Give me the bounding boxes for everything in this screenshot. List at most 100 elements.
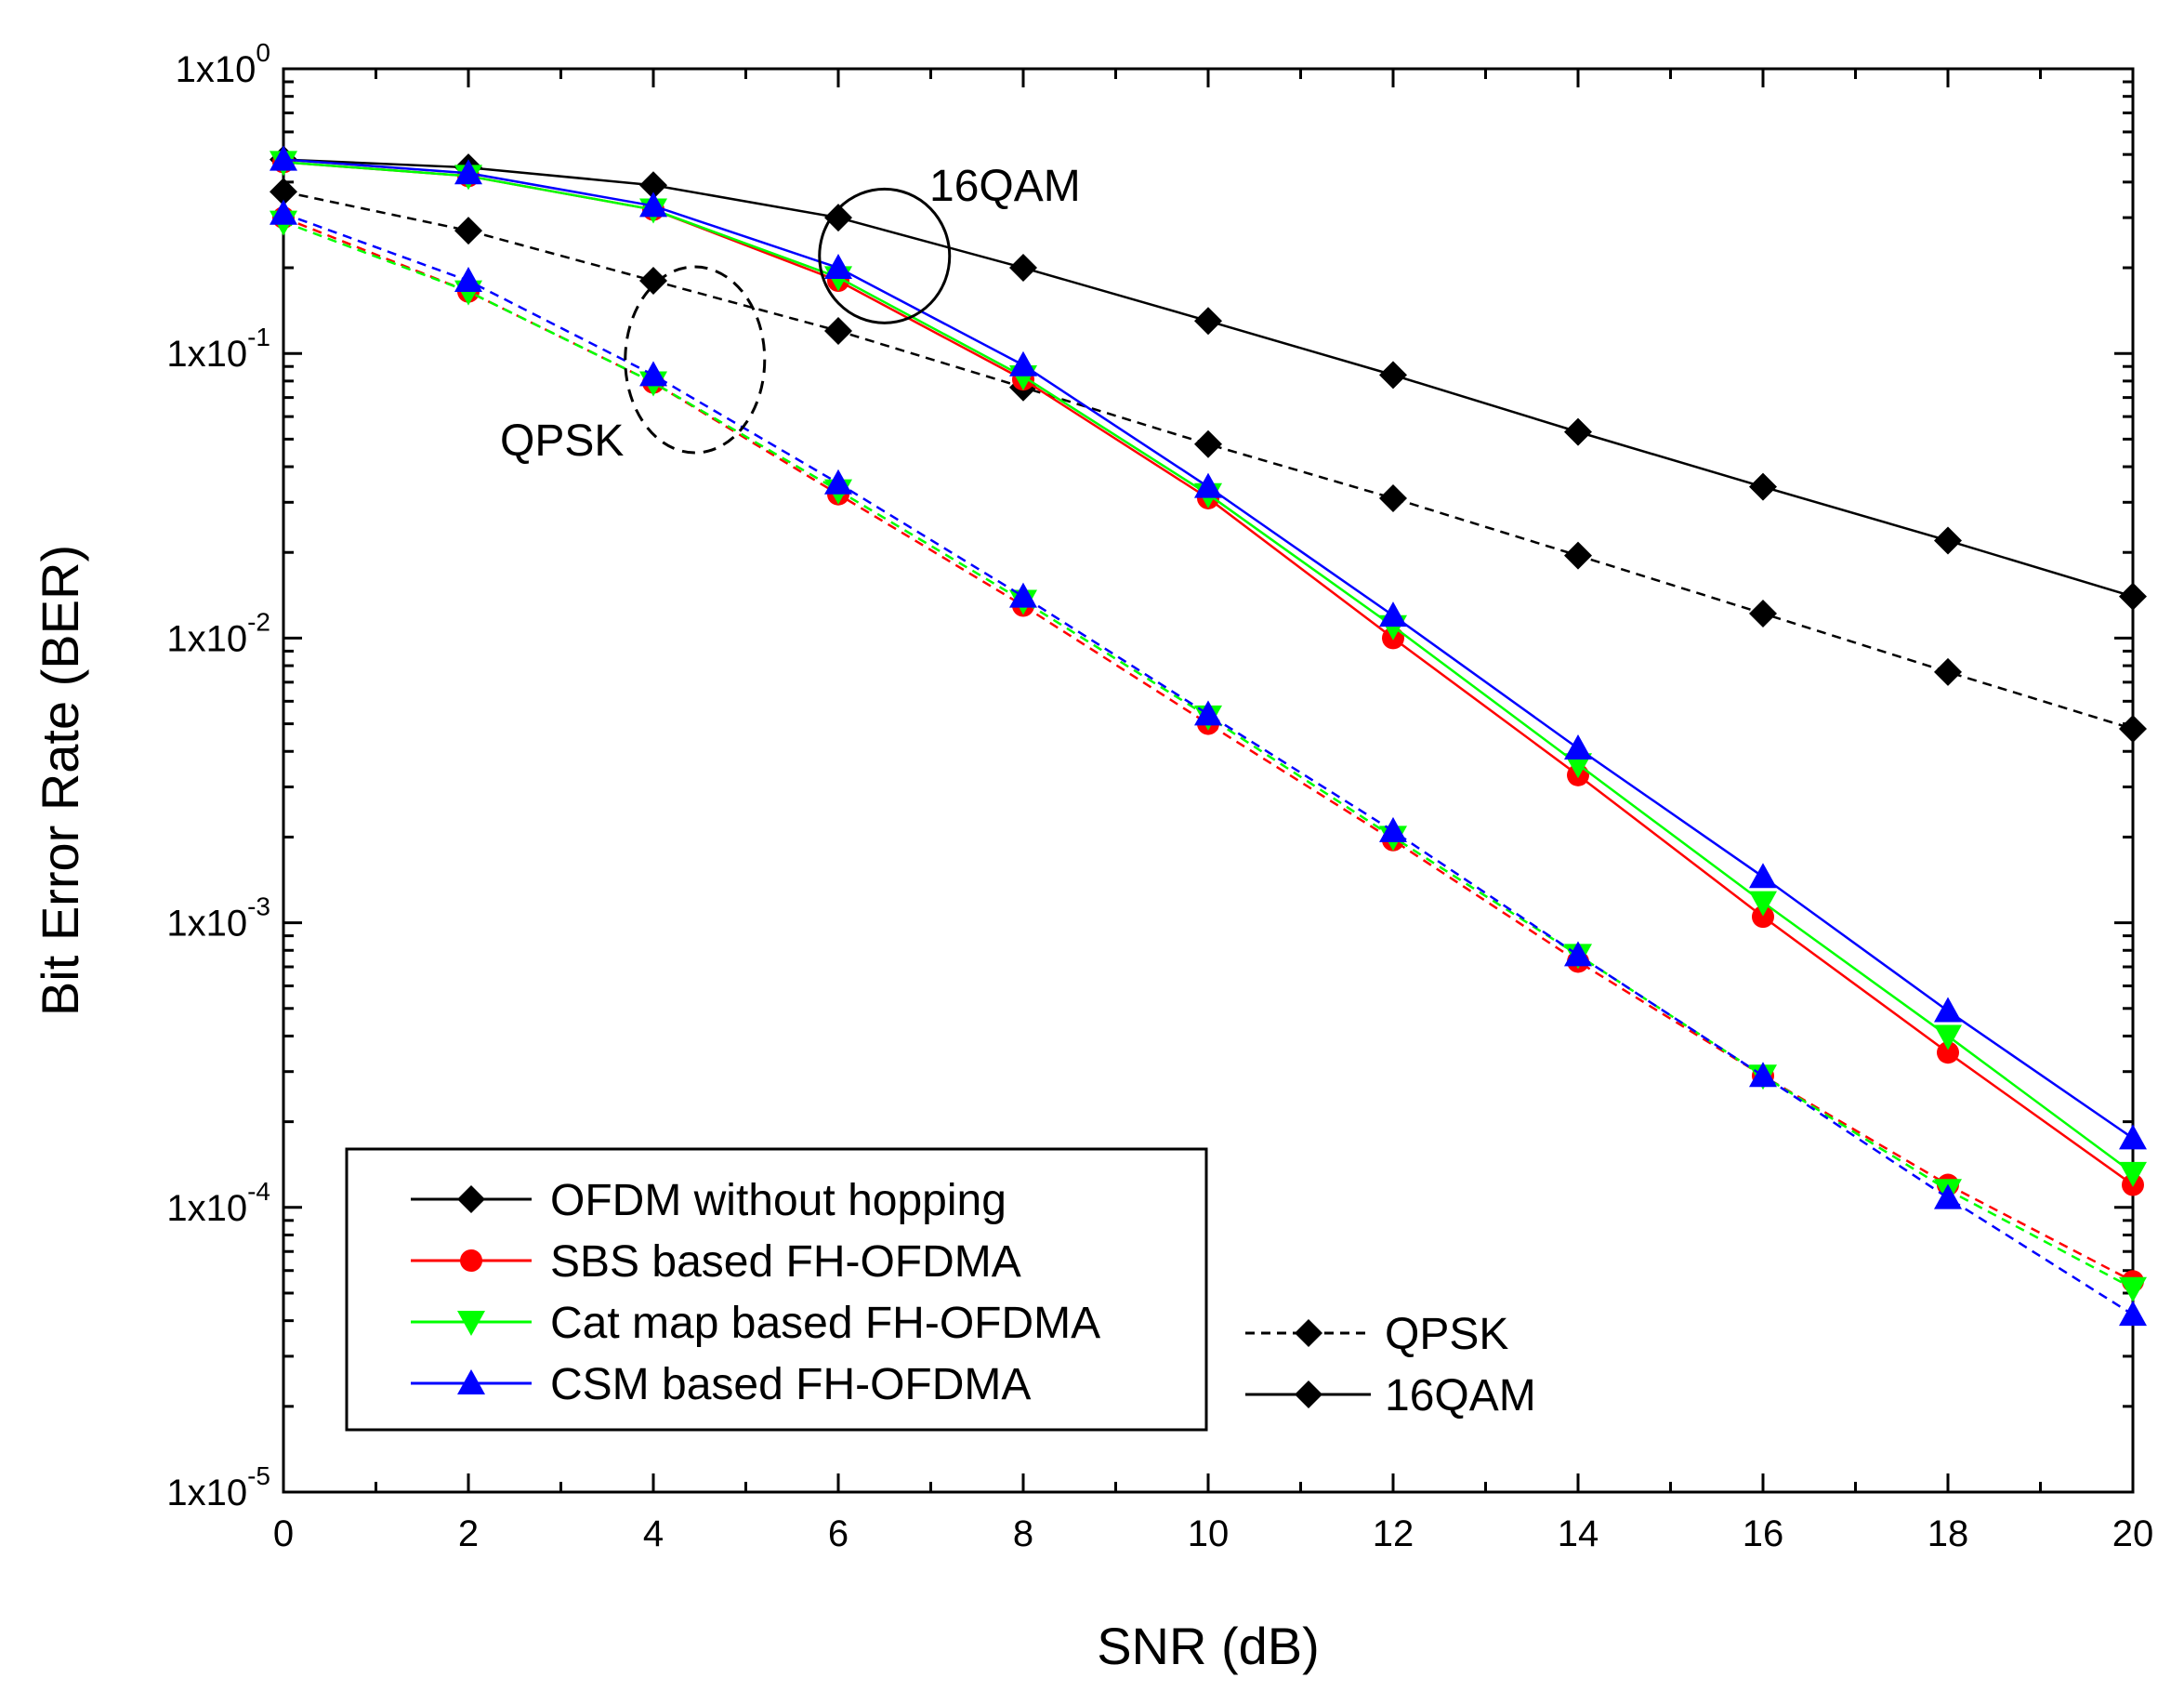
- data-point: [2119, 715, 2147, 744]
- y-tick-label: 1x10-1: [166, 323, 270, 375]
- x-tick-label: 16: [1743, 1513, 1784, 1554]
- annotation-ellipse-qpsk: [624, 265, 767, 455]
- legend-label: OFDM without hopping: [550, 1176, 1006, 1225]
- data-point: [1009, 350, 1037, 377]
- series-line: [283, 212, 2134, 1316]
- y-tick-base: 1x10: [166, 904, 247, 945]
- y-tick-base: 1x10: [166, 334, 247, 375]
- y-tick-exponent: -5: [247, 1461, 270, 1490]
- legend-marker: [457, 1185, 485, 1213]
- legend-marker: [460, 1249, 482, 1272]
- x-tick-label: 18: [1927, 1513, 1969, 1554]
- legend: OFDM without hopping SBS based FH-OFDMA Ca…: [345, 1147, 1208, 1432]
- legend-marker: [457, 1311, 485, 1336]
- data-point: [1564, 733, 1592, 760]
- legend-label: SBS based FH-OFDMA: [550, 1237, 1021, 1287]
- y-tick-exponent: 0: [256, 38, 270, 67]
- style-legend-entry: QPSK: [1245, 1310, 1508, 1359]
- data-point: [1379, 483, 1407, 512]
- data-point: [454, 217, 482, 245]
- data-point: [1749, 472, 1777, 501]
- data-point: [1564, 541, 1592, 570]
- y-tick-label: 1x10-5: [166, 1461, 270, 1513]
- data-point: [2119, 582, 2147, 611]
- data-point: [270, 199, 297, 225]
- data-point: [1934, 997, 1962, 1023]
- data-point: [1379, 361, 1407, 390]
- legend-entry: SBS based FH-OFDMA: [411, 1237, 1021, 1287]
- data-point: [1934, 1024, 1962, 1050]
- legend-entry: Cat map based FH-OFDMA: [411, 1299, 1100, 1348]
- data-point: [1934, 526, 1962, 555]
- data-point: [1379, 601, 1407, 628]
- style-legend-marker: [1295, 1381, 1322, 1408]
- line-style-legend: QPSK 16QAM: [1245, 1310, 1536, 1420]
- data-point: [824, 204, 852, 232]
- style-legend-label: QPSK: [1385, 1310, 1508, 1359]
- y-tick-exponent: -2: [247, 607, 270, 636]
- data-point: [824, 316, 852, 345]
- data-point: [824, 254, 852, 280]
- y-tick-base: 1x10: [176, 49, 257, 90]
- axes: 0 2 4 6 8 10 12 14 16 18 201x1001x10-11x10-21x10-3…: [31, 38, 2153, 1675]
- x-axis-title: SNR (dB): [1097, 1617, 1320, 1675]
- series-line: [283, 190, 2134, 731]
- annotation-label-16qam: 16QAM: [929, 162, 1081, 211]
- data-point: [2119, 1276, 2147, 1302]
- annotation-label-qpsk: QPSK: [500, 416, 624, 466]
- data-point: [1752, 905, 1774, 929]
- y-tick-exponent: -4: [247, 1177, 270, 1206]
- style-legend-entry: 16QAM: [1245, 1371, 1536, 1420]
- x-tick-label: 6: [828, 1513, 849, 1554]
- x-tick-label: 20: [2112, 1513, 2154, 1554]
- data-point: [639, 171, 667, 200]
- y-axis-title: Bit Error Rate (BER): [31, 545, 89, 1016]
- data-point: [1564, 417, 1592, 446]
- data-point: [1749, 863, 1777, 889]
- style-legend-marker: [1295, 1319, 1322, 1347]
- x-tick-label: 8: [1013, 1513, 1033, 1554]
- data-point: [1934, 657, 1962, 686]
- y-tick-base: 1x10: [166, 1188, 247, 1229]
- data-point: [270, 178, 297, 206]
- legend-entry: CSM based FH-OFDMA: [411, 1360, 1031, 1409]
- y-tick-exponent: -3: [247, 892, 270, 921]
- data-point: [1194, 307, 1222, 336]
- legend-label: Cat map based FH-OFDMA: [550, 1299, 1100, 1348]
- data-point: [270, 145, 297, 171]
- data-point: [639, 192, 667, 218]
- y-tick-label: 1x10-4: [166, 1177, 270, 1229]
- y-tick-label: 1x10-2: [166, 607, 270, 659]
- data-point: [1934, 1183, 1962, 1209]
- data-point: [2119, 1161, 2147, 1187]
- data-point: [1749, 1062, 1777, 1088]
- legend-marker: [457, 1369, 485, 1394]
- data-point: [1564, 753, 1592, 779]
- y-tick-base: 1x10: [166, 1473, 247, 1513]
- data-point: [2119, 1124, 2147, 1150]
- x-tick-label: 14: [1558, 1513, 1599, 1554]
- x-tick-label: 4: [643, 1513, 664, 1554]
- y-tick-exponent: -1: [247, 323, 270, 351]
- x-tick-label: 12: [1373, 1513, 1414, 1554]
- legend-entry: OFDM without hopping: [411, 1176, 1006, 1225]
- x-tick-label: 2: [458, 1513, 479, 1554]
- data-point: [1749, 891, 1777, 917]
- data-point: [1194, 429, 1222, 458]
- legend-label: CSM based FH-OFDMA: [550, 1360, 1031, 1409]
- series-triangle-up-16qam: [270, 145, 2147, 1150]
- data-point: [1379, 816, 1407, 842]
- data-point: [639, 267, 667, 296]
- data-point: [824, 469, 852, 495]
- style-legend-label: 16QAM: [1385, 1371, 1536, 1420]
- series-triangle-up-qpsk: [270, 199, 2147, 1327]
- data-point: [1937, 1041, 1959, 1064]
- annotations: 16QAM QPSK: [500, 162, 1081, 466]
- annotation-ellipse-16qam: [818, 187, 952, 324]
- data-point: [1564, 941, 1592, 967]
- plot-series: [270, 145, 2147, 1327]
- data-point: [1194, 472, 1222, 498]
- y-tick-label: 1x100: [176, 38, 270, 90]
